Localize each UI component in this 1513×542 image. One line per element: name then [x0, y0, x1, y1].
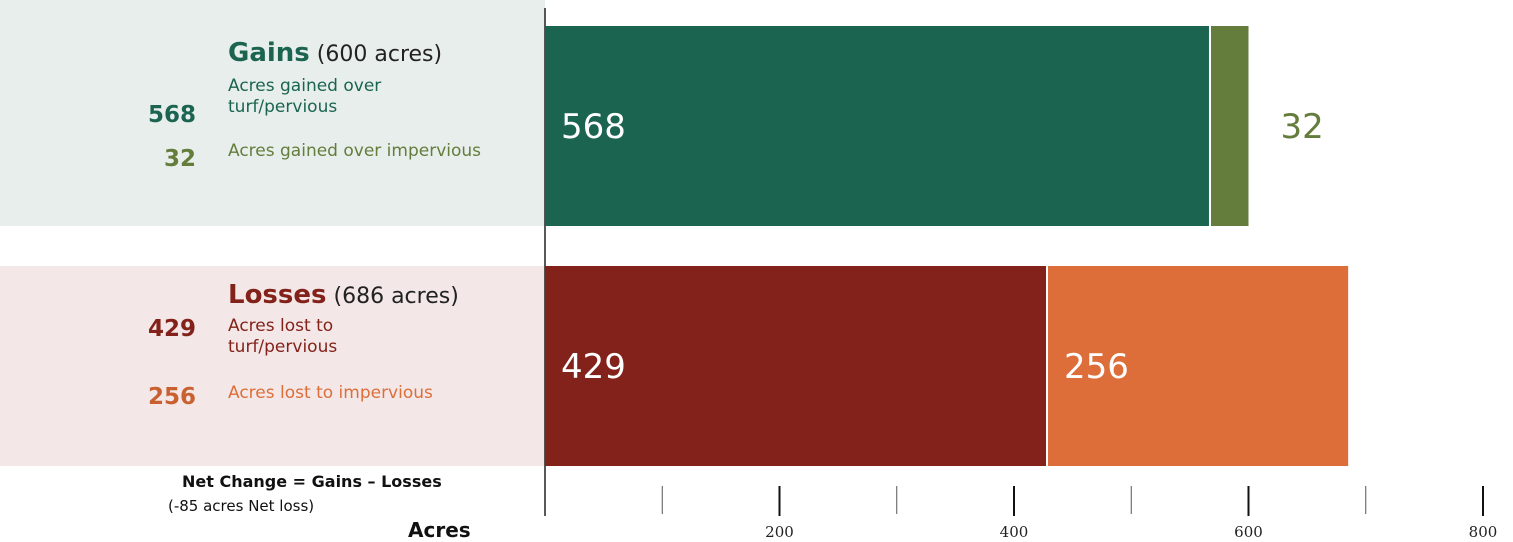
- gains-legend-panel: [0, 0, 545, 226]
- losses-impervious-description: Acres lost to impervious: [228, 383, 433, 403]
- losses-turf-bar: [545, 266, 1047, 466]
- x-tick-label-600: 600: [1234, 523, 1263, 541]
- gains-turf-value: 568: [147, 102, 196, 128]
- gains-turf-bar: [545, 26, 1209, 226]
- losses-impervious-bar: [1048, 266, 1349, 466]
- gains-impervious-bar-label: 32: [1281, 107, 1324, 147]
- gains-turf-bar-label: 568: [561, 107, 626, 147]
- losses-name: Losses: [228, 280, 327, 310]
- gains-total: (600 acres): [316, 42, 443, 67]
- x-tick-label-800: 800: [1469, 523, 1498, 541]
- gains-impervious-description: Acres gained over impervious: [228, 141, 482, 161]
- gains-title: Gains (600 acres): [228, 38, 442, 68]
- losses-turf-bar-label: 429: [561, 347, 626, 387]
- net-change-subtitle: (-85 acres Net loss): [168, 497, 315, 515]
- losses-impervious-value: 256: [147, 384, 196, 410]
- losses-turf-description: Acres lost to turf/pervious: [228, 316, 338, 357]
- x-tick-label-200: 200: [765, 523, 794, 541]
- net-change-title: Net Change = Gains – Losses: [182, 472, 442, 491]
- gains-impervious-bar: [1210, 26, 1249, 226]
- losses-total: (686 acres): [333, 284, 459, 309]
- x-tick-label-400: 400: [1000, 523, 1029, 541]
- gains-name: Gains: [228, 38, 310, 68]
- losses-impervious-bar-label: 256: [1064, 347, 1129, 387]
- gains-impervious-value: 32: [163, 146, 196, 172]
- losses-legend-panel: [0, 266, 545, 466]
- losses-title: Losses (686 acres): [228, 280, 459, 310]
- x-axis-label: Acres: [408, 518, 471, 542]
- losses-turf-value: 429: [147, 316, 196, 342]
- gains-turf-description: Acres gained over turf/pervious: [228, 76, 382, 117]
